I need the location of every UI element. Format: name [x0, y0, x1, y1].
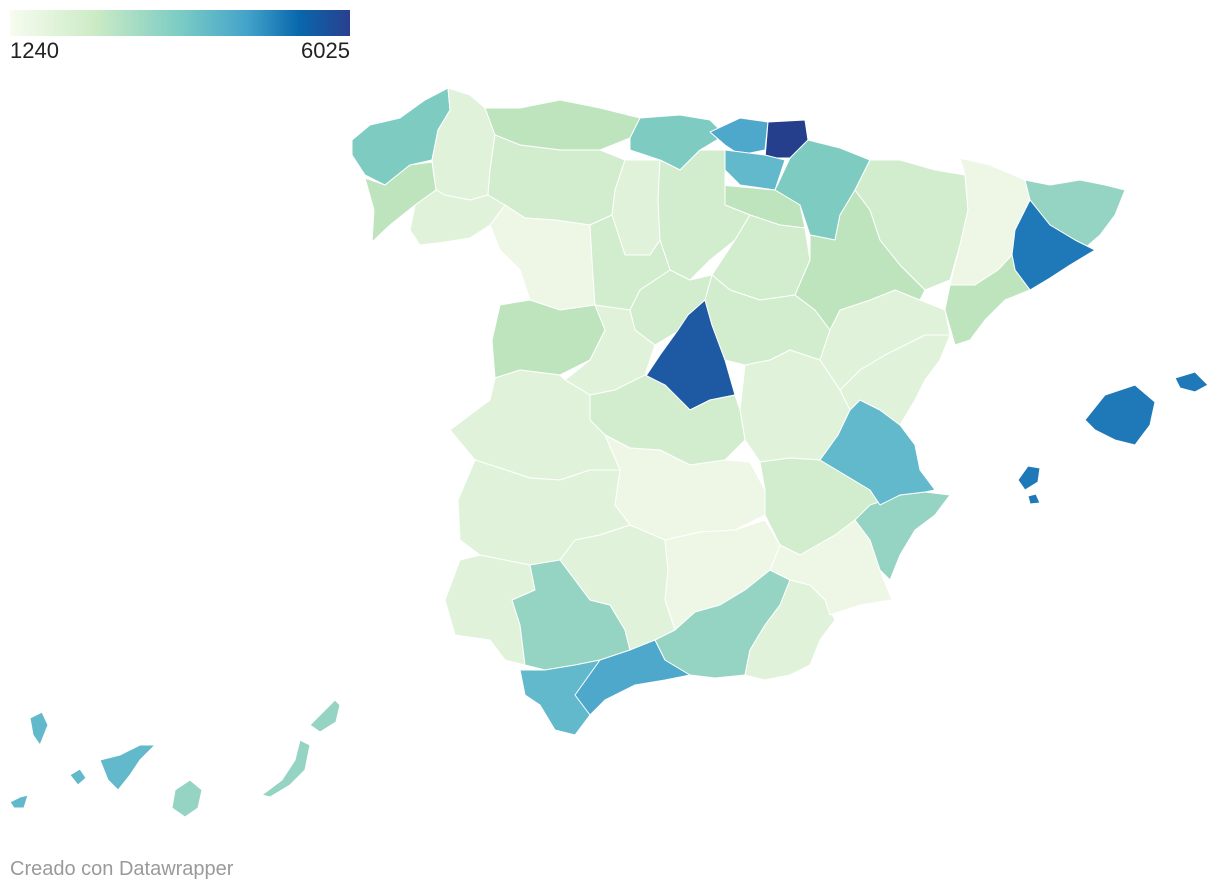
color-legend: 1240 6025 [10, 10, 350, 64]
region-mallorca[interactable] [1084, 384, 1156, 446]
legend-min-label: 1240 [10, 38, 59, 63]
region-huesca[interactable] [854, 159, 969, 291]
region-vizcaya[interactable] [709, 117, 769, 156]
region-murcia[interactable] [769, 519, 893, 616]
legend-max-label: 6025 [301, 38, 350, 63]
region-gran-canaria[interactable] [171, 779, 203, 818]
region-el-hierro[interactable] [9, 794, 29, 809]
region-lanzarote[interactable] [309, 699, 341, 733]
region-la-gomera[interactable] [69, 768, 87, 786]
region-fuerteventura[interactable] [261, 739, 311, 798]
region-menorca[interactable] [1174, 371, 1209, 393]
region-ibiza[interactable] [1017, 465, 1041, 491]
region-ourense[interactable] [409, 189, 506, 246]
region-barcelona[interactable] [1011, 199, 1096, 291]
region-tenerife[interactable] [99, 744, 156, 791]
region-tarragona[interactable] [944, 254, 1031, 346]
legend-gradient-bar [10, 10, 350, 36]
region-formentera[interactable] [1027, 493, 1041, 505]
credit-text: Creado con Datawrapper [10, 858, 234, 880]
region-la-palma[interactable] [29, 711, 49, 746]
